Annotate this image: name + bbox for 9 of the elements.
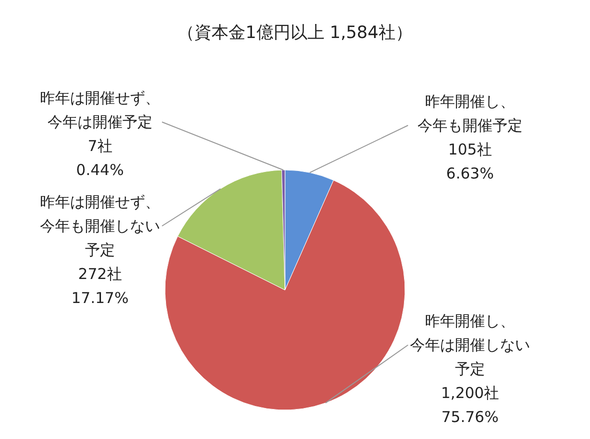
slice-label: 昨年開催し、今年も開催予定 xyxy=(418,92,522,134)
slice-label: 昨年は開催せず、今年は開催予定 xyxy=(40,89,160,132)
slice-label: 昨年開催し、今年は開催しない予定 xyxy=(410,312,530,378)
slice-label: 昨年は開催せず、今年も開催しない予定 xyxy=(40,193,160,260)
data-label: 272社 17.17% xyxy=(71,265,129,308)
data-label: 7社 0.44% xyxy=(76,137,124,180)
data-label: 1,200社 75.76% xyxy=(441,384,499,426)
chart-title: （資本金1億円以上 1,584社） xyxy=(178,23,412,43)
data-label: 105社 6.63% xyxy=(446,140,494,182)
